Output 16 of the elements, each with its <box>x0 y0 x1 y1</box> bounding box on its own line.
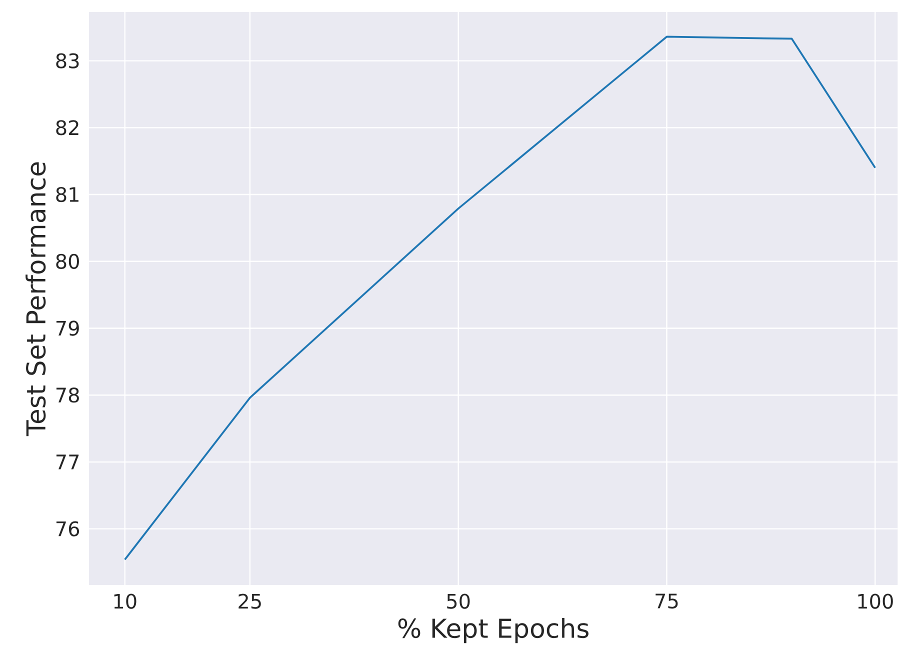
x-tick-label: 100 <box>858 594 893 609</box>
y-axis-title: Test Set Performance <box>26 162 46 436</box>
y-tick-label: 82 <box>56 120 78 136</box>
y-tick-label: 76 <box>56 521 80 536</box>
y-tick-label: 81 <box>56 186 78 202</box>
y-tick-label: 80 <box>56 254 79 269</box>
y-tick-label: 78 <box>56 388 79 403</box>
x-tick-label: 25 <box>238 594 261 609</box>
line-series <box>124 36 876 561</box>
x-tick-label: 75 <box>656 594 678 609</box>
x-axis-title: % Kept Epochs <box>398 618 588 644</box>
y-tick-label: 79 <box>56 320 79 336</box>
y-tick-label: 77 <box>56 454 79 470</box>
y-tick-label: 83 <box>56 53 79 68</box>
x-tick-label: 50 <box>447 594 470 609</box>
x-tick-label: 10 <box>114 594 136 609</box>
